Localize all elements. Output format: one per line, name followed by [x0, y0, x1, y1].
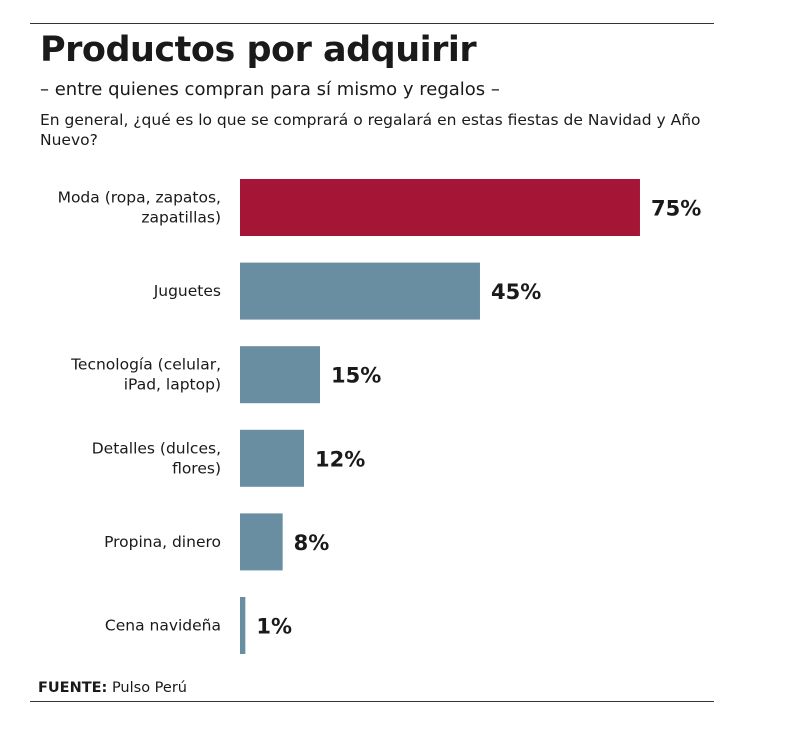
- survey-question: En general, ¿qué es lo que se comprará o…: [40, 111, 701, 149]
- bar-0: [240, 179, 640, 236]
- value-label-0: 75%: [651, 197, 701, 221]
- value-label-1: 45%: [491, 280, 541, 304]
- category-label-line: Juguetes: [153, 282, 221, 300]
- category-label-line: Detalles (dulces,: [92, 439, 221, 457]
- category-label-2: Tecnología (celular, iPad, laptop): [70, 356, 221, 394]
- value-label-4: 8%: [294, 531, 330, 555]
- source-note: FUENTE: Pulso Perú: [38, 680, 187, 696]
- bar-4: [240, 513, 283, 571]
- bar-3: [240, 429, 304, 487]
- bar-5: [240, 597, 246, 654]
- category-label-line: zapatillas): [141, 209, 221, 227]
- category-label-line: Cena navideña: [105, 617, 221, 635]
- category-label-1: Juguetes: [153, 282, 221, 300]
- chart-subtitle: – entre quienes compran para sí mismo y …: [40, 79, 500, 100]
- category-label-3: Detalles (dulces, flores): [92, 439, 221, 477]
- top-rule: [30, 23, 714, 24]
- bar-1: [240, 262, 480, 320]
- category-label-line: Tecnología (celular,: [70, 356, 221, 374]
- bar-2: [240, 346, 320, 404]
- category-label-line: iPad, laptop): [124, 376, 221, 394]
- category-label-5: Cena navideña: [105, 617, 221, 635]
- category-label-4: Propina, dinero: [104, 533, 221, 551]
- source-value: Pulso Perú: [111, 680, 187, 696]
- category-label-line: Propina, dinero: [104, 533, 221, 551]
- value-label-3: 12%: [315, 447, 365, 471]
- bottom-rule: [30, 701, 714, 702]
- category-label-line: Moda (ropa, zapatos,: [58, 189, 221, 207]
- value-label-2: 15%: [331, 364, 381, 388]
- chart-title: Productos por adquirir: [40, 30, 477, 70]
- value-label-5: 1%: [256, 615, 292, 639]
- source-label: FUENTE:: [38, 680, 108, 696]
- category-label-0: Moda (ropa, zapatos, zapatillas): [58, 189, 221, 227]
- category-label-line: flores): [172, 459, 221, 477]
